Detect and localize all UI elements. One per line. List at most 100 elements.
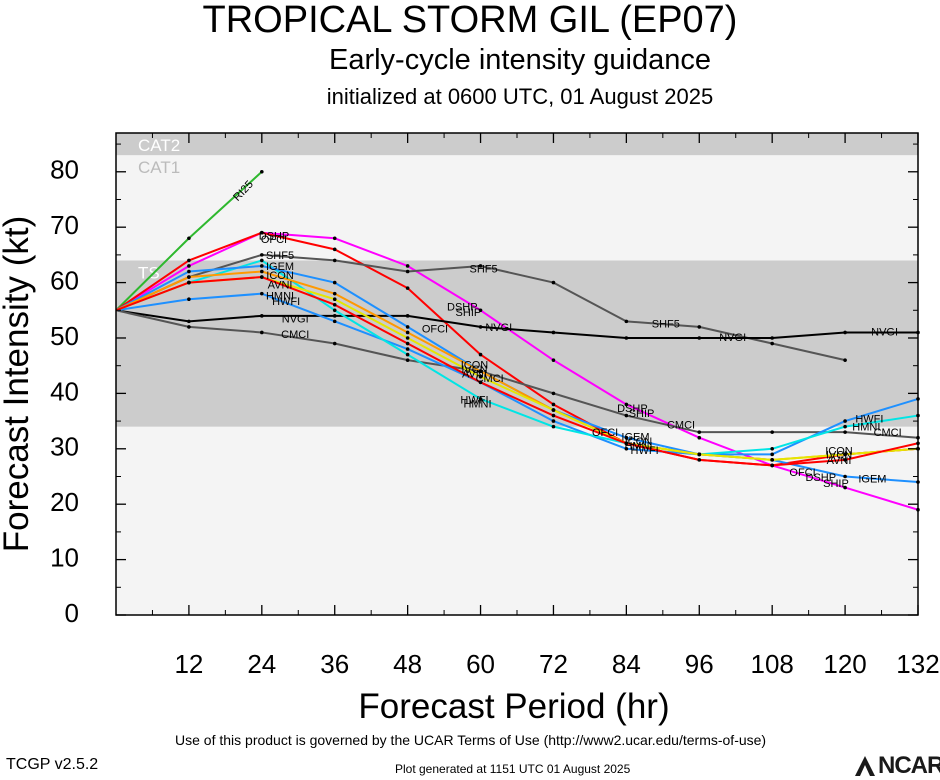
series-label: AVNI [827,455,852,467]
data-point [332,247,337,252]
data-point [187,264,191,268]
data-point [332,302,337,307]
series-label: NVGI [282,314,309,326]
band-cat1 [116,155,918,261]
data-point [478,352,483,357]
series-label: HWFI [855,413,883,425]
data-point [187,319,191,324]
data-point [332,297,337,302]
data-point [551,280,556,285]
data-point [551,330,556,335]
data-point [478,380,483,385]
series-label: CMCI [476,373,504,385]
data-point [187,258,191,263]
y-tick-label: 30 [50,432,79,462]
series-line-nvgi [115,309,918,339]
x-tick-label: 96 [685,649,714,679]
y-axis-label: Forecast Intensity (kt) [0,216,36,552]
ncar-logo-text: NCAR [878,752,940,779]
data-point [697,336,702,340]
series-label: DSHP [259,231,290,243]
data-point [260,169,264,174]
data-point [405,341,410,346]
x-tick-label: 84 [612,649,641,679]
series-label: ICON [266,270,294,282]
x-tick-label: 12 [174,649,203,679]
data-point [405,336,410,340]
data-point [405,314,410,318]
data-point [697,325,702,329]
data-point [770,336,774,340]
series-label: HWFI [272,296,300,308]
data-point [770,463,774,468]
x-tick-label: 24 [247,649,276,679]
data-point [770,341,774,346]
y-tick-label: 20 [50,487,79,517]
data-point [260,253,264,257]
data-point [624,435,629,440]
data-point [187,280,191,285]
data-point [260,275,264,279]
y-tick-label: 70 [50,210,79,240]
data-point [843,485,847,490]
data-point [624,413,629,418]
y-tick-label: 0 [65,598,79,628]
chart-subtitle: Early-cycle intensity guidance [328,44,711,76]
series-label: SHF5 [652,319,680,331]
data-point [551,402,556,407]
series-label: SHF5 [470,264,498,276]
data-point [843,330,847,335]
data-point [332,341,337,346]
series-label: SHIP [629,408,655,420]
data-point [551,413,556,418]
series-label: IGEM [266,261,294,273]
data-point [624,336,629,340]
data-point [770,452,774,457]
data-point [260,258,264,263]
generated-time: Plot generated at 1151 UTC 01 August 202… [395,762,631,776]
data-point [187,269,191,274]
x-tick-label: 108 [750,649,793,679]
data-point [478,369,483,374]
data-point [478,308,483,313]
data-point [332,314,337,318]
data-point [770,446,774,451]
data-point [843,452,847,457]
data-point [624,441,629,446]
y-tick-label: 60 [50,265,79,295]
series-label: CMCI [874,427,902,439]
data-point [260,291,264,296]
series-label: DSHP [617,403,648,415]
data-point [624,446,629,451]
data-point [332,291,337,296]
series-line-hmni [115,259,919,456]
series-label: HWFI [460,394,488,406]
data-point [405,264,410,268]
series-label: HMNI [266,290,294,302]
y-tick-label: 40 [50,376,79,406]
series-line-cmci [115,309,919,439]
series-label: ICON [461,360,489,372]
init-time: initialized at 0600 UTC, 01 August 2025 [326,84,714,109]
ncar-logo: NCAR [852,750,940,780]
ncar-logo-icon [855,756,875,776]
data-point [697,458,702,462]
data-point [187,325,191,329]
series-label: SHF5 [266,250,294,262]
band-cat2 [116,133,918,156]
data-point [770,458,774,462]
series-label: SHIP [456,307,482,319]
series-label: OFCI [592,427,618,439]
series-label: IVCN [826,449,852,461]
data-point [405,325,410,329]
data-point [332,308,337,313]
series-label: HMNI [852,422,880,434]
x-tick-label: 60 [466,649,495,679]
data-point [332,319,337,324]
x-tick-label: 120 [823,649,866,679]
x-axis-label: Forecast Period (hr) [358,687,669,726]
data-point [551,419,556,423]
data-point [260,264,264,268]
data-point [478,264,483,268]
series-label: IGEM [621,432,649,444]
